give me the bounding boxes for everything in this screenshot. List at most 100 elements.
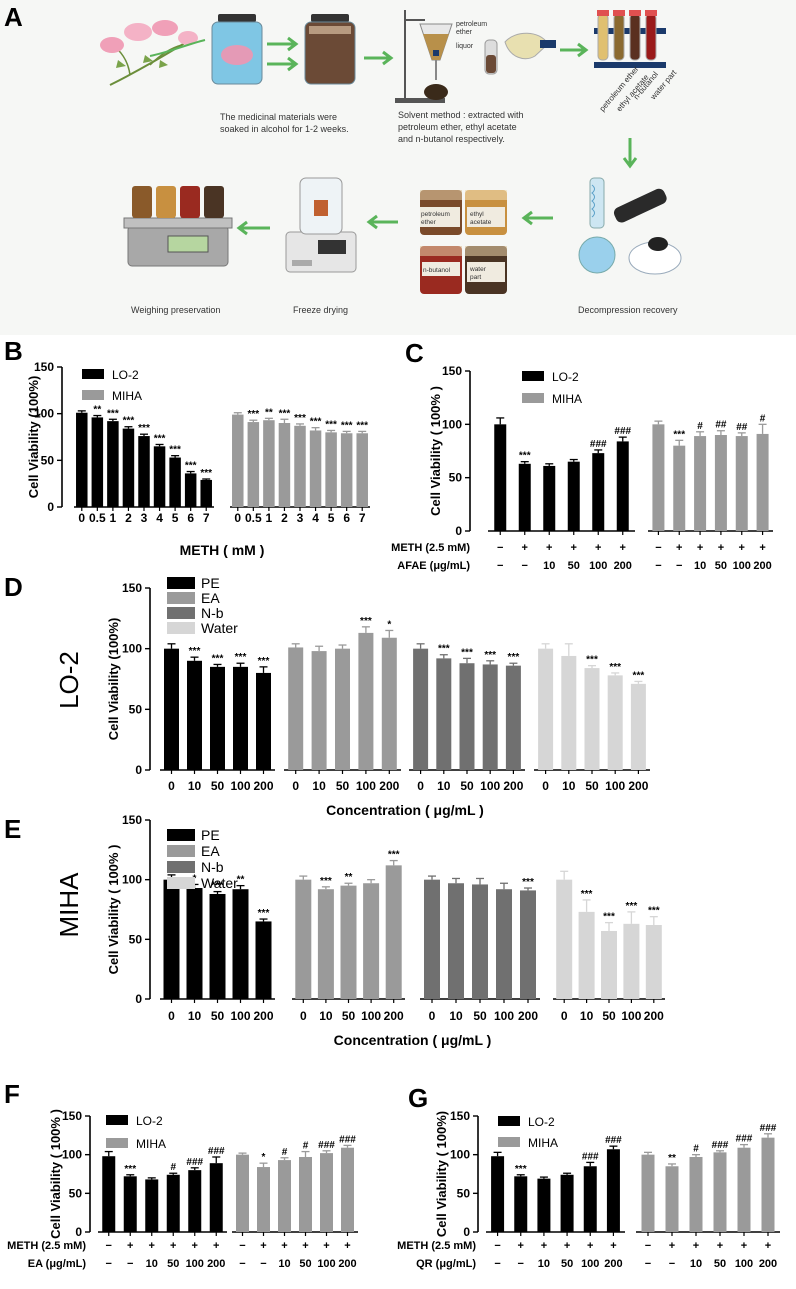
treatment-value: − — [239, 1240, 245, 1252]
significance-mark: *** — [438, 644, 450, 655]
legend-swatch — [498, 1137, 520, 1147]
bar — [340, 885, 357, 999]
y-tick-label: 50 — [457, 1186, 471, 1200]
bar — [689, 1156, 703, 1232]
x-axis-label: Concentration ( μg/mL ) — [334, 1032, 492, 1048]
treatment-value: 10 — [278, 1258, 290, 1270]
legend-swatch — [167, 829, 195, 841]
significance-mark: *** — [189, 646, 201, 657]
treatment-row-label: AFAE (μg/mL) — [397, 560, 470, 572]
y-axis-label: Cell Viability (100%) — [106, 618, 121, 741]
legend-swatch — [167, 861, 195, 873]
x-tick-label: 0 — [168, 1009, 175, 1023]
bar — [673, 445, 686, 531]
y-tick-label: 100 — [442, 417, 462, 431]
treatment-value: + — [127, 1240, 133, 1252]
bar — [122, 428, 135, 507]
arrow-icon — [149, 39, 206, 57]
bar — [448, 883, 464, 999]
bar — [694, 436, 707, 531]
significance-mark: *** — [484, 650, 496, 661]
arrow-icon — [236, 220, 270, 236]
significance-mark: *** — [200, 468, 212, 479]
significance-mark: ### — [339, 1134, 356, 1145]
treatment-row-label: METH (2.5 mM) — [7, 1240, 86, 1252]
bar — [263, 420, 275, 507]
legend-label: N-b — [201, 859, 224, 875]
y-tick-label: 150 — [450, 1109, 470, 1123]
significance-mark: ## — [736, 422, 748, 433]
treatment-value: + — [718, 542, 724, 554]
arrow-icon — [560, 42, 589, 58]
bar — [761, 1137, 775, 1232]
bar — [153, 446, 166, 507]
bar — [184, 473, 197, 507]
bar — [491, 1156, 505, 1232]
bar — [567, 461, 580, 531]
y-tick-label: 150 — [122, 581, 142, 595]
treatment-row-label: EA (μg/mL) — [28, 1258, 87, 1270]
bar — [472, 884, 488, 999]
significance-mark: *** — [294, 413, 306, 424]
bar — [459, 663, 475, 770]
bar — [578, 911, 595, 999]
x-tick-label: 0.5 — [245, 511, 262, 525]
arrow-icon — [267, 36, 299, 52]
treatment-value: − — [497, 542, 503, 554]
bar — [317, 889, 334, 999]
significance-mark: *** — [356, 420, 368, 431]
bar — [341, 1147, 354, 1232]
x-tick-label: 6 — [187, 511, 194, 525]
y-tick-label: 100 — [122, 642, 142, 656]
treatment-value: + — [564, 1240, 570, 1252]
treatment-row-label: METH (2.5 mM) — [397, 1240, 476, 1252]
bar — [645, 925, 662, 999]
y-tick-label: 150 — [62, 1109, 82, 1123]
x-tick-label: 6 — [343, 511, 350, 525]
bar — [561, 655, 577, 770]
treatment-value: + — [546, 542, 552, 554]
x-axis-label: METH ( mM ) — [180, 542, 265, 558]
x-tick-label: 1 — [266, 511, 273, 525]
bar — [76, 412, 88, 507]
jar-label-part: part — [470, 274, 481, 281]
significance-mark: *** — [258, 656, 270, 667]
bar — [311, 651, 327, 770]
bar — [233, 666, 248, 770]
panel-letter-e: E — [4, 814, 21, 844]
y-tick-label: 50 — [129, 932, 143, 946]
bar — [556, 879, 573, 999]
legend-swatch — [82, 369, 104, 379]
jar-label-acetate: acetate — [470, 219, 492, 226]
significance-mark: *** — [360, 616, 372, 627]
caption-recovery: Decompression recovery — [578, 305, 678, 315]
y-tick-label: 100 — [62, 1148, 82, 1162]
y-tick-label: 50 — [41, 453, 55, 467]
significance-mark: *** — [154, 433, 166, 444]
y-tick-label: 50 — [449, 471, 463, 485]
significance-mark: *** — [586, 655, 598, 666]
y-axis-label: Cell Viability (100%) — [26, 376, 41, 499]
legend-label: LO-2 — [552, 370, 579, 384]
bar — [257, 1167, 270, 1232]
bar — [236, 1154, 249, 1232]
bar — [363, 883, 380, 999]
caption-soak-2: soaked in alcohol for 1-2 weeks. — [220, 124, 349, 134]
x-tick-label: 50 — [211, 1009, 225, 1023]
significance-mark: *** — [673, 429, 685, 440]
x-tick-label: 0 — [292, 779, 299, 793]
bar — [381, 637, 397, 770]
legend-swatch — [522, 393, 544, 403]
x-tick-label: 200 — [628, 779, 648, 793]
significance-mark: *** — [258, 908, 270, 919]
legend-label: LO-2 — [112, 368, 139, 382]
significance-mark: ### — [736, 1134, 753, 1145]
x-tick-label: 0 — [429, 1009, 436, 1023]
bar — [295, 879, 312, 999]
x-tick-label: 200 — [253, 779, 273, 793]
treatment-value: 200 — [207, 1258, 225, 1270]
caption-solvent-1: Solvent method : extracted with — [398, 110, 524, 120]
x-tick-label: 100 — [356, 779, 376, 793]
bar — [652, 424, 665, 531]
